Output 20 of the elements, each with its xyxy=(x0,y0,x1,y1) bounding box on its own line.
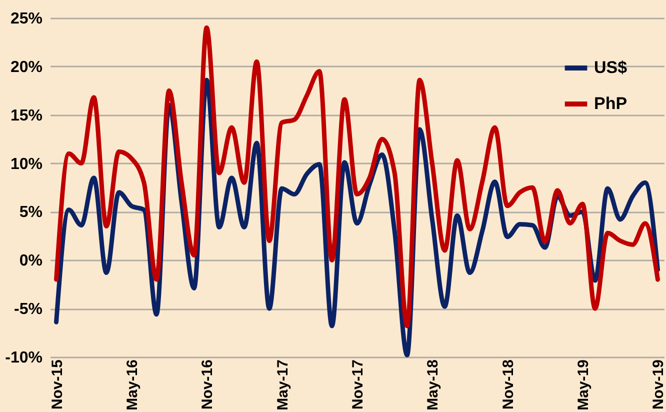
line-series xyxy=(54,25,660,328)
legend-label: PhP xyxy=(594,94,628,113)
x-tick-label: May-19 xyxy=(575,360,592,410)
y-tick-label: 20% xyxy=(10,58,42,76)
y-tick-label: 0% xyxy=(19,252,42,270)
y-tick-label: 15% xyxy=(10,107,42,124)
y-tick-label: 5% xyxy=(19,204,42,222)
x-tick-label: May-18 xyxy=(424,360,442,410)
x-tick-label: Nov-19 xyxy=(650,360,666,410)
y-tick-label: -5% xyxy=(14,301,42,318)
x-tick-label: May-16 xyxy=(124,360,141,410)
legend-label: US$ xyxy=(594,58,628,77)
y-tick-label: 25% xyxy=(10,10,42,28)
x-tick-label: Nov-15 xyxy=(48,360,66,410)
x-tick-label: Nov-16 xyxy=(199,360,216,410)
x-tick-label: May-17 xyxy=(274,360,292,410)
x-tick-label: Nov-17 xyxy=(350,360,366,410)
x-tick-label: Nov-18 xyxy=(500,360,517,410)
y-tick-label: -10% xyxy=(5,350,42,366)
y-tick-label: 10% xyxy=(10,156,42,173)
